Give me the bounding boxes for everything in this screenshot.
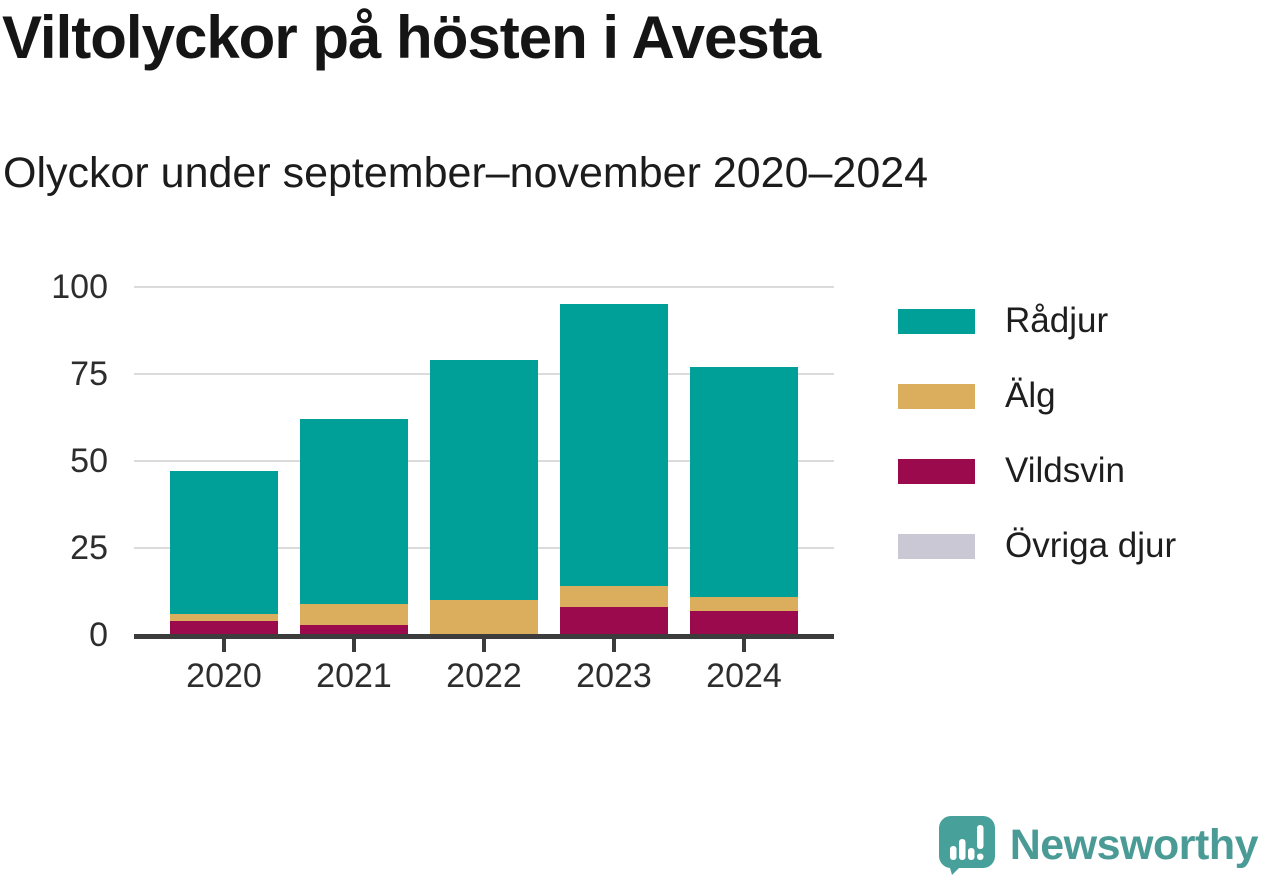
bar-segment-2022-Rådjur (430, 360, 538, 601)
x-label-2022: 2022 (446, 657, 522, 695)
legend-swatch-vildsvin (898, 458, 975, 484)
bar-2024 (690, 287, 798, 635)
bar-segment-2024-Vildsvin (690, 610, 798, 635)
y-tick-label-0: 0 (89, 616, 108, 654)
bar-segment-2021-Älg (300, 603, 408, 625)
legend-label-alg: Älg (1005, 376, 1056, 415)
bar-segment-2023-Rådjur (560, 304, 668, 587)
bar-segment-2020-Rådjur (170, 471, 278, 615)
bar-2022 (430, 287, 538, 635)
bar-segment-2022-Älg (430, 600, 538, 635)
legend: Rådjur Älg Vildsvin Övriga djur (898, 301, 1176, 566)
x-tick-2021 (352, 639, 356, 652)
bar-2020 (170, 287, 278, 635)
y-tick-label-25: 25 (70, 529, 108, 567)
legend-item-vildsvin: Vildsvin (898, 451, 1176, 491)
bar-segment-2020-Älg (170, 614, 278, 622)
bar-segment-2021-Rådjur (300, 419, 408, 604)
bar-2021 (300, 287, 408, 635)
y-tick-label-75: 75 (70, 355, 108, 393)
chart-subtitle: Olyckor under september–november 2020–20… (3, 149, 929, 197)
bar-2023 (560, 287, 668, 635)
bar-segment-2021-Vildsvin (300, 624, 408, 635)
x-tick-2024 (742, 639, 746, 652)
y-tick-label-100: 100 (51, 268, 108, 306)
legend-item-radjur: Rådjur (898, 301, 1176, 341)
legend-swatch-alg (898, 383, 975, 409)
x-label-2023: 2023 (576, 657, 652, 695)
legend-label-vildsvin: Vildsvin (1005, 451, 1125, 490)
legend-swatch-radjur (898, 308, 975, 334)
newsworthy-logo-icon (938, 816, 995, 875)
x-tick-2020 (222, 639, 226, 652)
plot-area (134, 286, 834, 635)
legend-item-alg: Älg (898, 376, 1176, 416)
x-tick-2022 (482, 639, 486, 652)
x-label-2020: 2020 (186, 657, 262, 695)
legend-item-ovriga-djur: Övriga djur (898, 526, 1176, 566)
brand-footer: Newsworthy (938, 815, 1259, 875)
legend-label-radjur: Rådjur (1005, 301, 1109, 340)
legend-swatch-ovriga-djur (898, 533, 975, 559)
bar-segment-2020-Vildsvin (170, 621, 278, 635)
brand-name: Newsworthy (1009, 820, 1259, 869)
x-tick-2023 (612, 639, 616, 652)
bar-segment-2023-Vildsvin (560, 607, 668, 635)
bar-segment-2024-Rådjur (690, 367, 798, 597)
y-tick-label-50: 50 (70, 442, 108, 480)
x-label-2021: 2021 (316, 657, 392, 695)
gridline-100 (134, 286, 834, 288)
chart-title: Viltolyckor på hösten i Avesta (2, 4, 821, 71)
bar-segment-2024-Älg (690, 596, 798, 611)
legend-label-ovriga-djur: Övriga djur (1005, 526, 1177, 565)
x-axis-line (134, 634, 834, 639)
x-label-2024: 2024 (706, 657, 782, 695)
bar-segment-2023-Älg (560, 586, 668, 608)
